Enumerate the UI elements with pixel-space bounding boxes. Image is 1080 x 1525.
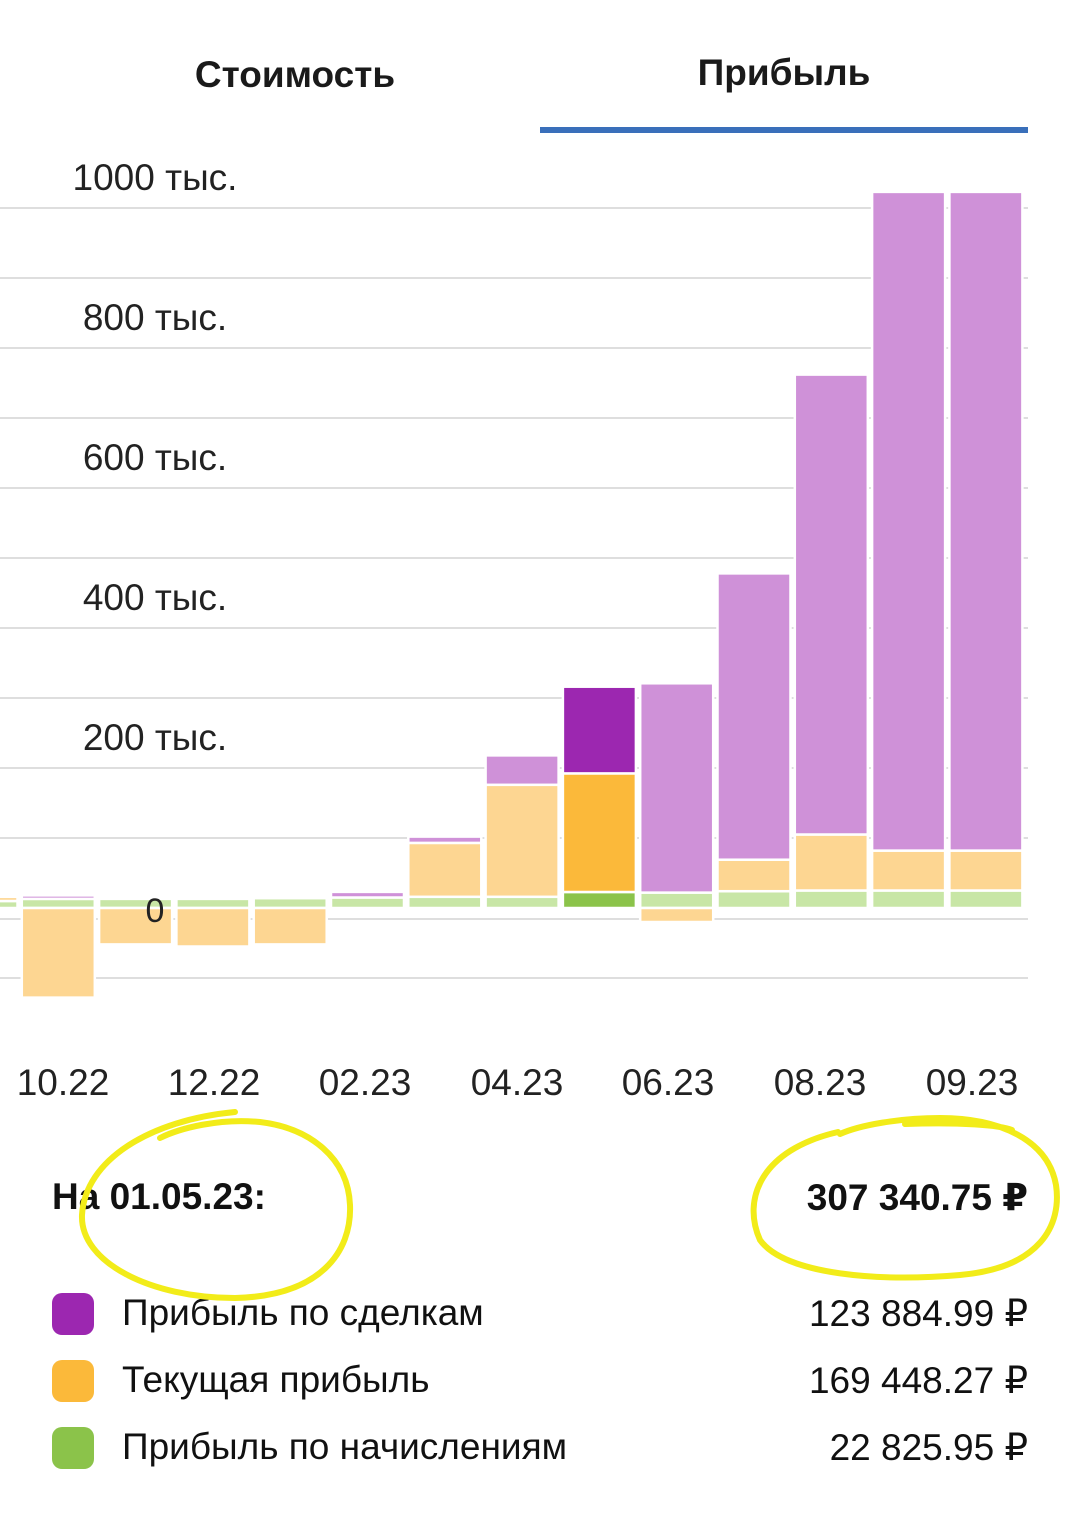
bar-10.22[interactable] (20, 894, 97, 999)
bar-04.23[interactable] (484, 754, 560, 910)
selected-total-value: 307 340.75 ₽ (806, 1177, 1028, 1218)
bar-01.23[interactable] (252, 896, 328, 946)
y-axis-labels: 1000 тыс. 800 тыс. 600 тыс. 400 тыс. 200 тыс… (73, 157, 238, 930)
bar-segment (0, 895, 19, 903)
bar-segment (638, 682, 715, 894)
bar-partial[interactable] (0, 893, 19, 910)
bar-03.23[interactable] (407, 835, 483, 910)
bar-segment (0, 899, 19, 910)
tab-bar: Стоимость Прибыль (0, 0, 1080, 140)
bar-segment (948, 849, 1024, 892)
legend-item-deals: Прибыль по сделкам 123 884.99 ₽ (52, 1290, 1028, 1357)
bar-segment (97, 906, 174, 946)
bar-06.23[interactable] (638, 682, 715, 924)
bar-11.22[interactable] (97, 897, 174, 946)
y-tick-label: 400 тыс. (83, 577, 227, 618)
bar-segment (20, 906, 97, 999)
bar-segment (407, 895, 483, 910)
bar-segment (175, 897, 251, 910)
tab-profit[interactable]: Прибыль (697, 52, 871, 93)
legend: Прибыль по сделкам 123 884.99 ₽ Текущая … (52, 1290, 1028, 1491)
bar-segment (716, 889, 792, 910)
bar-02.23[interactable] (329, 890, 406, 910)
x-tick-label: 04.23 (471, 1062, 564, 1103)
selected-date-label: На 01.05.23: (52, 1176, 266, 1217)
tab-cost[interactable]: Стоимость (194, 54, 396, 95)
bar-segment (561, 772, 638, 894)
bars[interactable] (0, 190, 1024, 999)
legend-value: 22 825.95 ₽ (829, 1427, 1028, 1468)
bar-segment (638, 906, 715, 924)
bar-segment (329, 896, 406, 910)
bar-segment (484, 754, 560, 787)
bar-10.23[interactable] (948, 190, 1024, 910)
profit-chart[interactable]: 1000 тыс. 800 тыс. 600 тыс. 400 тыс. 200 тыс… (0, 140, 1080, 1130)
bar-segment (948, 190, 1024, 852)
bar-segment (20, 897, 97, 910)
bar-segment (561, 685, 638, 775)
bar-segment (870, 889, 947, 910)
bar-12.22[interactable] (175, 897, 251, 948)
x-tick-label: 02.23 (319, 1062, 412, 1103)
bar-segment (407, 835, 483, 845)
current-color-swatch (52, 1360, 94, 1402)
x-tick-label: 10.22 (17, 1062, 110, 1103)
x-tick-label: 06.23 (622, 1062, 715, 1103)
bar-segment (20, 894, 97, 901)
legend-value: 169 448.27 ₽ (808, 1360, 1028, 1401)
bar-segment (793, 889, 870, 910)
bar-segment (484, 783, 560, 899)
bar-segment (561, 890, 638, 910)
bar-segment (252, 896, 328, 910)
y-tick-label: 800 тыс. (83, 297, 227, 338)
bar-05.23[interactable] (561, 685, 638, 910)
x-axis-labels: 10.22 12.22 02.23 04.23 06.23 08.23 09.23 (17, 1062, 1019, 1103)
bar-08.23[interactable] (793, 373, 870, 910)
accruals-color-swatch (52, 1427, 94, 1469)
bar-09.23[interactable] (870, 190, 947, 910)
x-tick-label: 12.22 (168, 1062, 261, 1103)
selected-summary: На 01.05.23: 307 340.75 ₽ (52, 1176, 1028, 1226)
active-tab-indicator (540, 127, 1028, 133)
legend-label: Текущая прибыль (122, 1359, 430, 1400)
y-tick-label: 600 тыс. (83, 437, 227, 478)
bar-segment (0, 893, 19, 899)
deals-color-swatch (52, 1293, 94, 1335)
legend-value: 123 884.99 ₽ (808, 1293, 1028, 1334)
bar-segment (252, 906, 328, 946)
bar-segment (407, 841, 483, 899)
bar-segment (716, 858, 792, 893)
bar-segment (793, 833, 870, 892)
bar-segment (329, 890, 406, 899)
x-tick-label: 09.23 (926, 1062, 1019, 1103)
bar-07.23[interactable] (716, 572, 792, 910)
bar-segment (948, 889, 1024, 910)
legend-label: Прибыль по сделкам (122, 1292, 484, 1333)
bar-segment (484, 895, 560, 910)
legend-item-current: Текущая прибыль 169 448.27 ₽ (52, 1357, 1028, 1424)
bar-segment (716, 572, 792, 861)
x-tick-label: 08.23 (774, 1062, 867, 1103)
legend-item-accruals: Прибыль по начислениям 22 825.95 ₽ (52, 1424, 1028, 1491)
y-tick-label: 0 (146, 892, 165, 930)
bar-segment (175, 906, 251, 948)
bar-segment (870, 190, 947, 852)
bar-segment (638, 891, 715, 910)
y-tick-label: 1000 тыс. (73, 157, 238, 198)
bar-segment (793, 373, 870, 836)
y-tick-label: 200 тыс. (83, 717, 227, 758)
legend-label: Прибыль по начислениям (122, 1426, 568, 1467)
bar-segment (870, 849, 947, 892)
